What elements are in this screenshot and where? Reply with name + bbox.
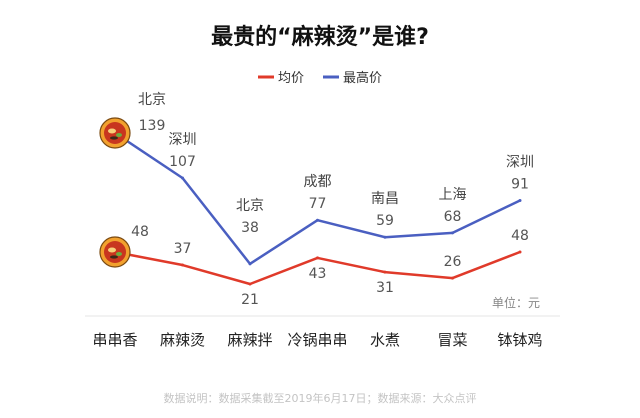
x-tick-label: 钵钵鸡 [497,331,542,349]
legend: 均价 最高价 [258,70,382,86]
legend-label-avg: 均价 [278,71,304,86]
data-point [451,231,454,235]
avg-value-label: 37 [174,241,192,257]
avg-value-label: 21 [241,292,259,308]
max-value-label: 38 [241,220,259,236]
max-value-label: 91 [511,177,529,193]
avg-value-label: 26 [444,254,462,270]
max-city-label: 北京 [138,92,166,108]
food-bowl-icon [99,117,131,149]
max-city-label: 深圳 [506,155,534,171]
x-tick-label: 麻辣烫 [160,331,205,349]
x-tick-label: 串串香 [92,331,137,349]
max-value-label: 139 [139,118,166,134]
max-value-label: 77 [309,196,327,212]
data-point [248,262,252,266]
avg-value-label: 48 [511,228,529,244]
unit-label: 单位：元 [492,295,540,310]
data-point [248,282,252,286]
data-point [518,199,522,202]
max-city-label: 上海 [439,187,467,203]
max-city-label: 北京 [236,198,264,214]
avg-value-label: 43 [309,266,327,282]
footnote: 数据说明：数据采集截至2019年6月17日；数据来源：大众点评 [164,391,477,405]
x-tick-label: 麻辣拌 [227,331,272,349]
data-point [181,176,184,180]
food-bowl-icon [99,236,131,268]
x-tick-label: 冒菜 [437,331,467,349]
data-point [316,256,319,260]
max-city-label: 成都 [304,174,332,190]
data-point [316,218,319,222]
chart-title: 最贵的“麻辣烫”是谁? [211,24,429,50]
legend-label-max: 最高价 [343,70,382,86]
data-point [181,263,184,267]
data-point [383,235,387,239]
series-layer [113,131,522,286]
max-value-label: 59 [376,213,394,229]
max-value-label: 68 [444,209,462,225]
x-tick-label: 冷锅串串 [287,331,347,349]
avg-value-label: 48 [131,224,149,240]
max-city-label: 深圳 [169,132,197,148]
avg-value-label: 31 [376,280,394,296]
data-point [518,250,522,254]
label-layer: 139 北京 48 107 深圳 37 38 北京 21 77 成都 43 59 南昌 31 68 上海 26 91… [131,92,534,308]
icon-layer [99,117,131,268]
data-point [451,276,454,280]
data-point [383,270,387,274]
max-city-label: 南昌 [371,191,399,207]
x-tick-label: 水煮 [370,331,400,349]
x-axis: 串串香 麻辣烫 麻辣拌 冷锅串串 水煮 冒菜 钵钵鸡 [85,315,560,349]
max-value-label: 107 [169,154,196,170]
